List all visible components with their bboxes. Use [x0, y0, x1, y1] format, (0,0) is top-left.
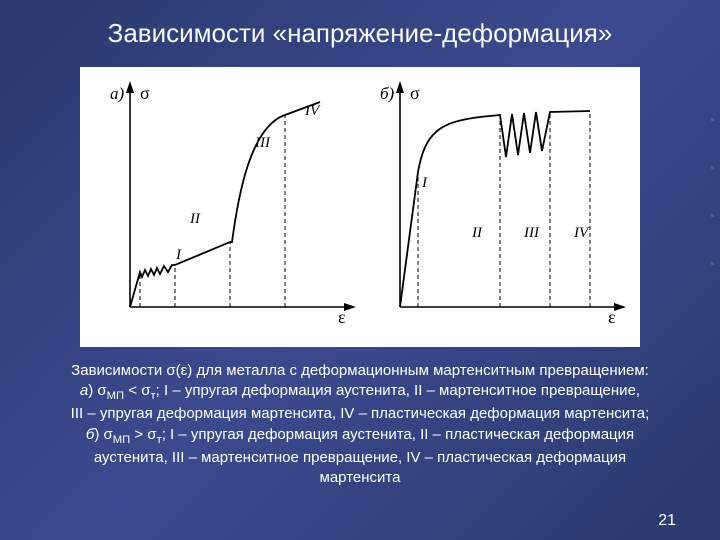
chart-b-sigma: σ [410, 83, 420, 103]
chart-a-epsilon: ε [338, 307, 346, 327]
chart-a-sigma: σ [140, 83, 150, 103]
chart-a-label-III: III [254, 135, 271, 151]
chart-a-label-IV: IV [304, 103, 321, 119]
decorative-scale-icon [684, 70, 720, 470]
caption-line3: III – упругая деформация мартенсита, IV … [71, 405, 650, 422]
chart-b-label-I: I [421, 175, 428, 191]
chart-b-x-arrow [614, 303, 626, 311]
page-number: 21 [658, 512, 676, 530]
chart-a-curve [130, 102, 320, 307]
figure-container: а) σ ε I II III IV б) σ ε I II III IV [80, 67, 640, 347]
chart-a-panel-label: а) [110, 84, 125, 103]
chart-b-curve [400, 111, 590, 307]
caption-b-sub1: МП [113, 434, 130, 446]
chart-a: а) σ ε I II III IV [110, 81, 356, 327]
caption-line5: аустенита, III – мартенситное превращени… [94, 449, 626, 466]
chart-a-label-I: I [175, 247, 182, 263]
chart-b-label-II: II [471, 225, 483, 241]
stress-strain-diagram: а) σ ε I II III IV б) σ ε I II III IV [80, 67, 640, 347]
caption-a-prefix: а [80, 382, 88, 399]
chart-a-y-arrow [126, 81, 134, 93]
caption-b-rest: ; I – упругая деформация аустенита, II –… [162, 426, 634, 443]
figure-caption: Зависимости σ(ε) для металла с деформаци… [0, 347, 720, 488]
chart-a-label-II: II [189, 211, 201, 227]
chart-a-x-arrow [344, 303, 356, 311]
caption-line6: мартенсита [320, 469, 401, 486]
caption-a-rest: ; I – упругая деформация аустенита, II –… [156, 382, 640, 399]
chart-b-label-IV: IV [573, 225, 590, 241]
chart-b: б) σ ε I II III IV [380, 81, 626, 327]
caption-b-cond: ) σ [94, 426, 112, 443]
chart-b-label-III: III [523, 225, 540, 241]
slide-title: Зависимости «напряжение-деформация» [0, 0, 720, 59]
chart-b-panel-label: б) [380, 84, 395, 103]
caption-a-cond: ) σ [88, 382, 106, 399]
chart-b-y-arrow [396, 81, 404, 93]
caption-b-rel: > σ [130, 426, 156, 443]
caption-line1: Зависимости σ(ε) для металла с деформаци… [71, 362, 649, 379]
chart-b-epsilon: ε [608, 307, 616, 327]
caption-a-sub1: МП [107, 390, 124, 402]
caption-a-rel: < σ [124, 382, 150, 399]
